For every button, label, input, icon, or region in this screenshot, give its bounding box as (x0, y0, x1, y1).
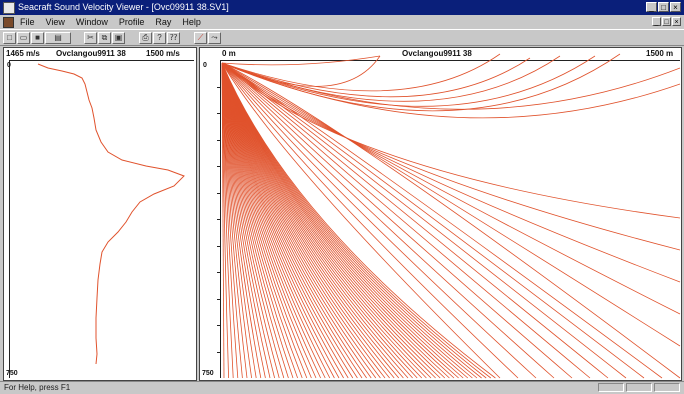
ray-path (221, 62, 681, 315)
profile-tool-icon[interactable]: ⟋ (194, 32, 207, 44)
profile-depth-top: 0 (7, 62, 11, 69)
status-cell-3 (654, 383, 680, 392)
minimize-button[interactable]: _ (646, 2, 657, 12)
ray-range-start: 0 m (222, 49, 236, 59)
menu-ray[interactable]: Ray (155, 17, 172, 27)
context-help-icon[interactable]: ⁇ (167, 32, 180, 44)
status-bar: For Help, press F1 (0, 381, 684, 394)
ray-path (221, 62, 681, 119)
ray-path (221, 62, 591, 379)
ray-path (221, 57, 531, 98)
depth-tick (217, 351, 221, 353)
ray-path (221, 62, 681, 110)
profile-min-velocity: 1465 m/s (6, 49, 40, 59)
sound-velocity-curve (37, 63, 185, 365)
ray-path (221, 62, 681, 251)
depth-tick (217, 245, 221, 247)
menu-file[interactable]: File (20, 17, 35, 27)
ray-depth-top: 0 (203, 62, 207, 69)
ray-path (221, 62, 681, 379)
profile-depth-bottom: 750 (6, 370, 18, 377)
paste-icon[interactable]: ▣ (112, 32, 125, 44)
depth-tick (217, 139, 221, 141)
window-title: Seacraft Sound Velocity Viewer - [Ovc099… (18, 2, 229, 12)
ray-path (221, 62, 681, 283)
toolbar: □ ▭ ■ ▤ ✂ ⧉ ▣ ⎙ ? ⁇ ⟋ ⤳ (0, 29, 684, 46)
new-file-icon[interactable]: □ (3, 32, 16, 44)
ray-path (221, 62, 501, 379)
open-file-icon[interactable]: ▭ (17, 32, 30, 44)
copy-icon[interactable]: ⧉ (98, 32, 111, 44)
depth-tick (217, 86, 221, 88)
document-restore-button[interactable]: □ (662, 17, 671, 26)
ray-path (221, 62, 519, 379)
depth-tick (217, 113, 221, 114)
status-cell-2 (626, 383, 652, 392)
menu-bar: File View Window Profile Ray Help _ □ × (0, 15, 684, 29)
profile-title: Ovclangou9911 38 (56, 49, 126, 59)
ray-depth-bottom: 750 (202, 370, 214, 377)
document-close-button[interactable]: × (672, 17, 681, 26)
depth-tick (217, 272, 221, 273)
maximize-button[interactable]: □ (658, 2, 669, 12)
save-icon[interactable]: ■ (31, 32, 44, 44)
ray-range-axis (220, 60, 680, 61)
ray-path (221, 62, 482, 379)
profile-depth-axis (9, 60, 10, 378)
ray-path (221, 62, 681, 347)
print-preview-icon[interactable]: ▤ (45, 32, 71, 44)
sound-velocity-profile-plot (37, 63, 185, 365)
close-button[interactable]: × (670, 2, 681, 12)
profile-top-axis (9, 60, 194, 61)
cut-icon[interactable]: ✂ (84, 32, 97, 44)
ray-path (221, 62, 681, 219)
ray-path (221, 55, 561, 102)
ray-path (221, 62, 609, 379)
ray-trace-panel: 0 m Ovclangou9911 38 1500 m 0 750 (199, 47, 682, 381)
ray-path (221, 55, 596, 107)
status-message: For Help, press F1 (4, 383, 71, 392)
menu-window[interactable]: Window (75, 17, 108, 27)
app-icon[interactable] (3, 2, 15, 14)
status-cell-1 (598, 383, 624, 392)
depth-tick (217, 219, 221, 220)
menu-view[interactable]: View (45, 17, 65, 27)
profile-panel: 1465 m/s Ovclangou9911 38 1500 m/s 0 750 (3, 47, 197, 381)
ray-range-end: 1500 m (646, 49, 674, 59)
depth-tick (217, 298, 221, 300)
ray-path (221, 55, 381, 66)
print-icon[interactable]: ⎙ (139, 32, 152, 44)
ray-path (221, 62, 537, 379)
profile-max-velocity: 1500 m/s (146, 49, 180, 59)
document-minimize-button[interactable]: _ (652, 17, 661, 26)
depth-tick (217, 192, 221, 194)
ray-path (221, 62, 555, 379)
depth-tick (217, 166, 221, 167)
ray-title: Ovclangou9911 38 (402, 49, 472, 59)
ray-path (221, 62, 459, 379)
menu-help[interactable]: Help (182, 17, 201, 27)
ray-trace-plot (221, 53, 681, 379)
ray-path (221, 53, 501, 92)
ray-path (221, 62, 573, 379)
ray-path (221, 62, 496, 379)
title-bar[interactable]: Seacraft Sound Velocity Viewer - [Ovc099… (0, 0, 684, 15)
document-icon[interactable] (3, 17, 14, 28)
ray-tool-icon[interactable]: ⤳ (208, 32, 221, 44)
help-icon[interactable]: ? (153, 32, 166, 44)
menu-profile[interactable]: Profile (118, 17, 145, 27)
depth-tick (217, 325, 221, 326)
